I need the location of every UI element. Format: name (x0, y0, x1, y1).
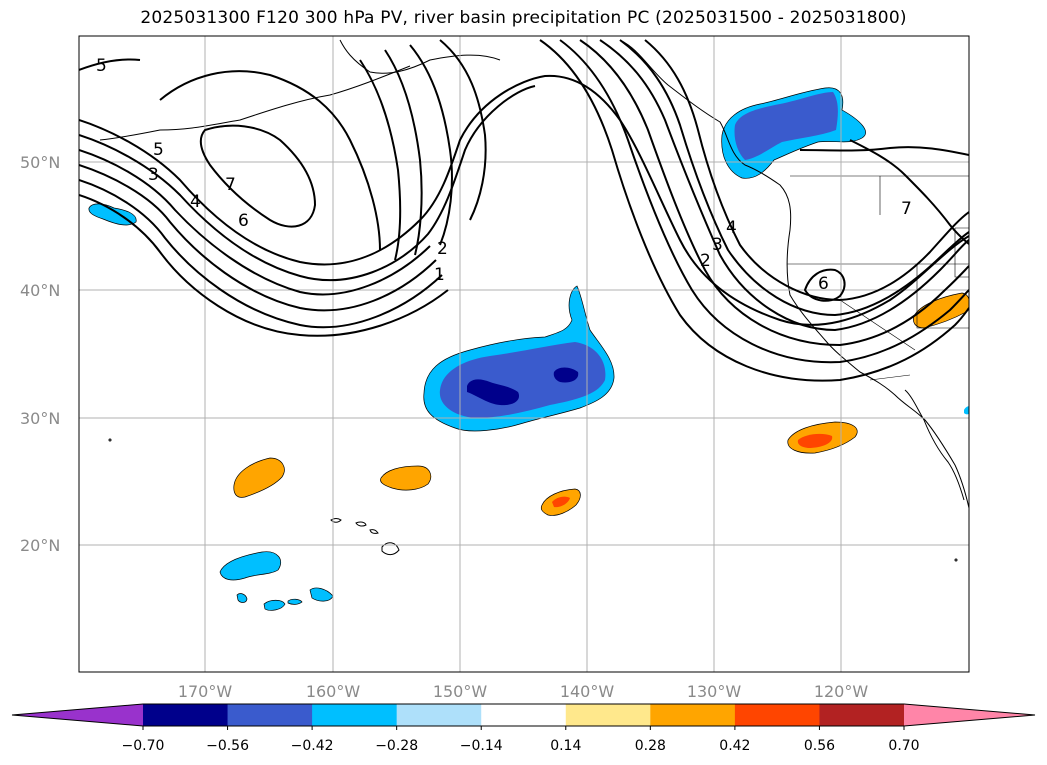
colorbar-tick-label: −0.56 (206, 738, 249, 754)
colorbar-tick-label: 0.14 (550, 738, 581, 754)
lon-label: 170°W (178, 682, 233, 701)
precip-pos-1 (233, 457, 285, 498)
colorbar-tick-label: 0.42 (719, 738, 750, 754)
lat-label: 50°N (20, 153, 60, 172)
coastlines (99, 39, 969, 509)
contour-label: 5 (153, 140, 164, 160)
colorbar-tick-label: −0.70 (122, 738, 165, 754)
contour-label: 2 (700, 251, 711, 271)
latitude-labels: 50°N 40°N 30°N 20°N (20, 153, 60, 555)
colorbar-tick-label: 0.70 (888, 738, 919, 754)
lat-label: 40°N (20, 281, 60, 300)
precip-fields (88, 87, 969, 611)
precip-pos-2 (380, 465, 432, 491)
colorbar-extend-low (12, 704, 143, 726)
colorbar-swatch (396, 704, 482, 726)
colorbar-tick-label: 0.28 (635, 738, 666, 754)
contour-label: 5 (96, 56, 107, 76)
contour-label: 7 (901, 199, 912, 219)
map-title: 2025031300 F120 300 hPa PV, river basin … (140, 8, 907, 28)
colorbar-tick-label: −0.14 (460, 738, 503, 754)
map-frame (78, 35, 970, 673)
lon-label: 150°W (433, 682, 488, 701)
lon-label: 140°W (560, 682, 615, 701)
colorbar-tick-label: −0.28 (375, 738, 418, 754)
contour-label: 2 (437, 239, 448, 259)
lon-label: 130°W (687, 682, 742, 701)
contour-label: 4 (726, 218, 737, 238)
contour-label: 4 (190, 192, 201, 212)
colorbar-swatch (227, 704, 313, 726)
colorbar-tick-label: 0.56 (804, 738, 835, 754)
colorbar-swatch (565, 704, 651, 726)
colorbar-swatch (734, 704, 820, 726)
colorbar-tick-label: −0.42 (291, 738, 334, 754)
precip-neg-hawaii (219, 551, 282, 581)
lat-label: 30°N (20, 409, 60, 428)
colorbar-swatch (819, 704, 905, 726)
contour-labels: 5 5 3 4 7 6 2 1 4 3 2 6 7 (96, 56, 912, 294)
contour-label: 6 (818, 274, 829, 294)
colorbar-swatch (312, 704, 398, 726)
contour-label: 3 (712, 235, 723, 255)
hawaiian-islands (108, 438, 958, 562)
colorbar-extend-high (904, 704, 1035, 726)
contour-label: 3 (148, 165, 159, 185)
colorbar-swatch (481, 704, 567, 726)
contour-label: 6 (238, 211, 249, 231)
lon-label: 120°W (814, 682, 869, 701)
lat-label: 20°N (20, 536, 60, 555)
contour-label: 1 (434, 265, 445, 285)
pv-contours (79, 39, 969, 382)
lon-label: 160°W (306, 682, 361, 701)
contour-label: 7 (225, 175, 236, 195)
colorbar-swatch (143, 704, 229, 726)
colorbar-swatch (650, 704, 736, 726)
colorbar: −0.70 −0.56 −0.42 −0.28 −0.14 0.14 0.28 0.42 0.5… (11, 703, 1036, 754)
longitude-labels: 170°W 160°W 150°W 140°W 130°W 120°W (178, 682, 869, 701)
